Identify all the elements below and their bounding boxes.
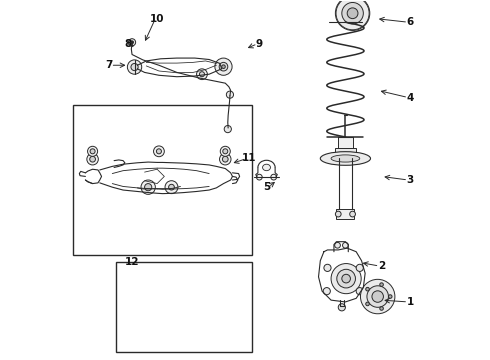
Circle shape bbox=[165, 181, 178, 194]
Text: 10: 10 bbox=[150, 14, 164, 24]
Circle shape bbox=[342, 3, 364, 24]
Circle shape bbox=[199, 72, 204, 77]
Circle shape bbox=[220, 153, 231, 165]
Circle shape bbox=[335, 211, 341, 217]
Circle shape bbox=[324, 264, 331, 271]
Circle shape bbox=[335, 0, 370, 31]
Circle shape bbox=[389, 295, 392, 298]
Circle shape bbox=[331, 264, 361, 294]
Circle shape bbox=[338, 304, 345, 311]
Circle shape bbox=[156, 149, 161, 154]
Text: 11: 11 bbox=[242, 153, 256, 163]
Circle shape bbox=[335, 242, 341, 248]
Circle shape bbox=[131, 63, 138, 71]
Circle shape bbox=[367, 286, 389, 307]
Circle shape bbox=[221, 65, 225, 68]
Circle shape bbox=[356, 264, 364, 271]
Circle shape bbox=[131, 41, 133, 44]
Circle shape bbox=[361, 279, 395, 314]
Text: 7: 7 bbox=[105, 60, 112, 70]
Circle shape bbox=[127, 60, 142, 74]
Circle shape bbox=[342, 274, 350, 283]
Circle shape bbox=[224, 126, 231, 133]
Text: 3: 3 bbox=[406, 175, 414, 185]
Bar bbox=[335, 148, 356, 158]
Bar bbox=[338, 137, 353, 148]
Circle shape bbox=[88, 146, 98, 156]
Circle shape bbox=[366, 302, 369, 306]
Circle shape bbox=[380, 283, 383, 287]
Circle shape bbox=[347, 8, 358, 19]
Circle shape bbox=[366, 287, 369, 291]
Circle shape bbox=[343, 242, 348, 248]
Circle shape bbox=[337, 269, 355, 288]
Bar bbox=[73, 105, 252, 255]
Bar bbox=[337, 209, 354, 220]
Circle shape bbox=[128, 39, 136, 46]
Circle shape bbox=[90, 156, 96, 162]
Circle shape bbox=[372, 291, 383, 302]
Circle shape bbox=[256, 174, 262, 180]
Ellipse shape bbox=[263, 164, 270, 171]
Circle shape bbox=[169, 184, 174, 190]
Circle shape bbox=[145, 184, 152, 191]
Ellipse shape bbox=[331, 155, 360, 162]
Bar bbox=[116, 262, 252, 352]
Circle shape bbox=[271, 174, 276, 180]
Circle shape bbox=[380, 307, 383, 310]
Text: 8: 8 bbox=[125, 39, 132, 49]
Circle shape bbox=[350, 211, 355, 217]
Text: 1: 1 bbox=[406, 297, 414, 307]
Text: 5: 5 bbox=[263, 182, 270, 192]
Circle shape bbox=[196, 69, 207, 80]
Text: 9: 9 bbox=[256, 39, 263, 49]
Text: 12: 12 bbox=[125, 257, 139, 267]
Circle shape bbox=[215, 58, 232, 75]
Circle shape bbox=[90, 149, 95, 154]
Text: 6: 6 bbox=[406, 17, 414, 27]
Circle shape bbox=[323, 288, 330, 295]
Circle shape bbox=[226, 91, 234, 98]
Ellipse shape bbox=[320, 152, 370, 165]
Circle shape bbox=[222, 156, 228, 162]
Circle shape bbox=[219, 62, 228, 71]
Circle shape bbox=[223, 149, 228, 154]
Circle shape bbox=[220, 146, 230, 156]
Circle shape bbox=[141, 180, 155, 194]
Text: 4: 4 bbox=[406, 93, 414, 103]
Text: 2: 2 bbox=[378, 261, 385, 271]
Circle shape bbox=[153, 146, 164, 157]
Circle shape bbox=[356, 288, 364, 295]
Circle shape bbox=[87, 153, 98, 165]
